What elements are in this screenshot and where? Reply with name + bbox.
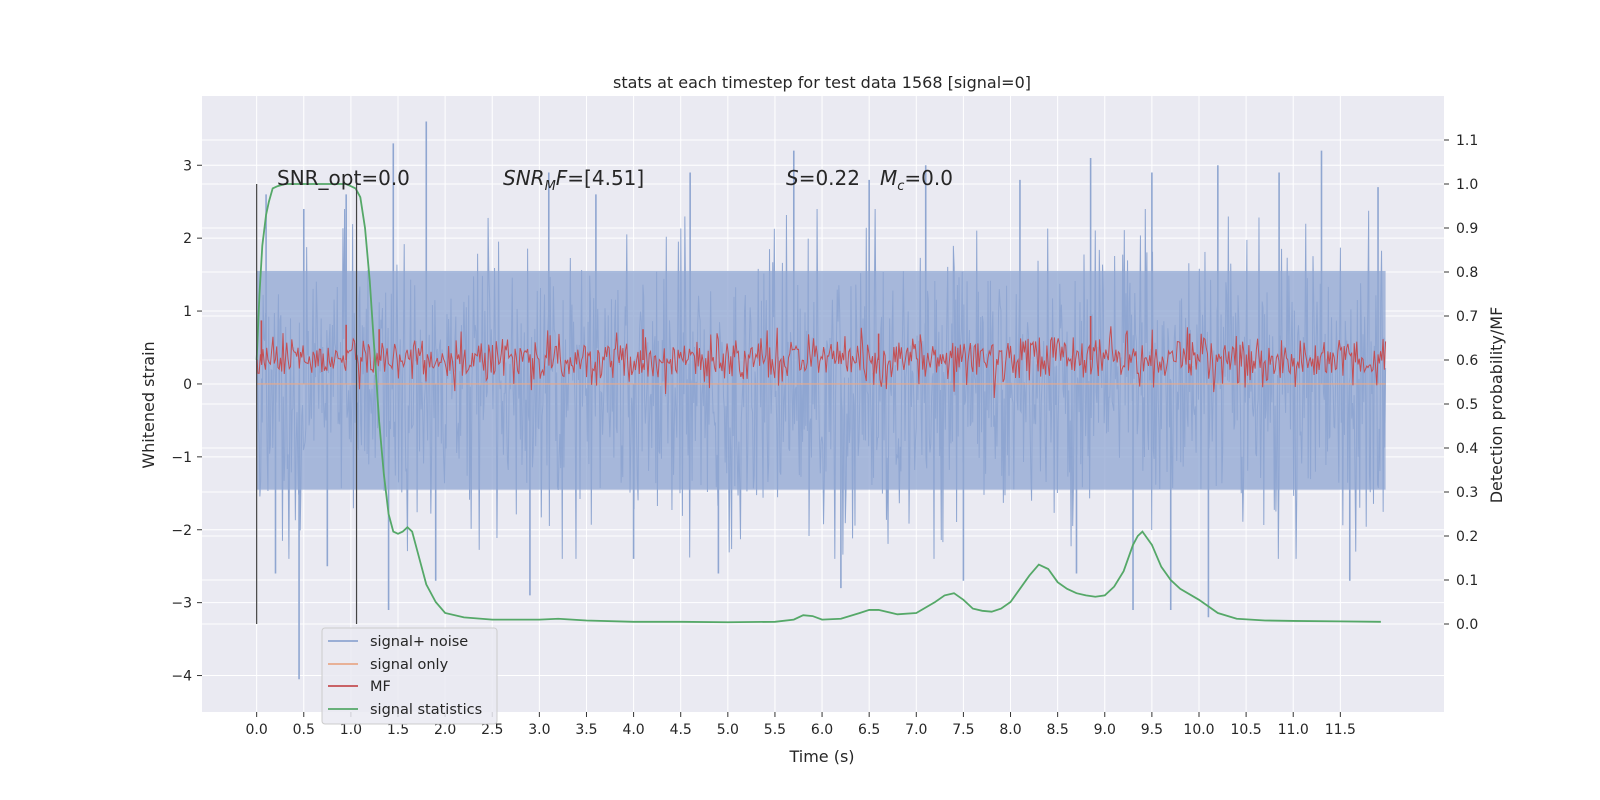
y-right-tick-label: 0.7 xyxy=(1456,309,1478,325)
x-tick-label: 11.0 xyxy=(1278,722,1309,738)
y-right-tick-label: 1.0 xyxy=(1456,177,1478,193)
x-tick-label: 11.5 xyxy=(1325,722,1356,738)
x-tick-label: 5.5 xyxy=(764,722,786,738)
x-tick-label: 2.5 xyxy=(481,722,503,738)
annotation-mc: Mc=0.0 xyxy=(880,166,953,194)
y-axis-left-label: Whitened strain xyxy=(139,341,158,468)
y-right-tick-label: 0.5 xyxy=(1456,397,1478,413)
x-tick-label: 0.5 xyxy=(293,722,315,738)
y-right-tick-label: 0.9 xyxy=(1456,221,1478,237)
x-tick-label: 3.5 xyxy=(575,722,597,738)
legend: signal+ noise signal only MF signal stat… xyxy=(321,627,498,725)
x-tick-label: 3.0 xyxy=(528,722,550,738)
signal-plus-noise-series xyxy=(256,121,1387,680)
snr-mf-subscript: M xyxy=(545,179,556,194)
x-axis-label: Time (s) xyxy=(788,747,854,766)
y-axis-left-ticks: 3 2 1 0 −1 −2 −3 −4 xyxy=(171,158,202,685)
y-right-tick-label: 0.0 xyxy=(1456,617,1478,633)
signal-statistics-line xyxy=(255,183,1381,624)
y-left-tick-label: −1 xyxy=(171,450,192,466)
y-left-tick-label: 2 xyxy=(183,231,192,247)
y-right-tick-label: 0.6 xyxy=(1456,353,1478,369)
x-tick-label: 9.0 xyxy=(1094,722,1116,738)
y-left-tick-label: −4 xyxy=(171,669,192,685)
x-tick-label: 0.0 xyxy=(246,722,268,738)
y-right-tick-label: 0.3 xyxy=(1456,485,1478,501)
y-left-tick-label: −3 xyxy=(171,596,192,612)
annotation-snr-mf: SNRMF=[4.51] xyxy=(503,166,644,194)
y-left-tick-label: 0 xyxy=(183,377,192,393)
y-right-tick-label: 0.2 xyxy=(1456,529,1478,545)
y-right-tick-label: 0.8 xyxy=(1456,265,1478,281)
snr-mf-label: SNR xyxy=(503,166,545,190)
x-tick-label: 4.5 xyxy=(670,722,692,738)
snr-opt-value: 0.0 xyxy=(378,166,410,190)
snr-mf-value: =[4.51] xyxy=(567,166,644,190)
x-tick-label: 1.5 xyxy=(387,722,409,738)
s-stat-value: =0.22 xyxy=(799,166,860,190)
s-stat-label: S xyxy=(786,166,799,190)
mc-value: =0.0 xyxy=(904,166,953,190)
y-left-tick-label: 3 xyxy=(183,158,192,174)
y-axis-right-label: Detection probability/MF xyxy=(1487,307,1506,504)
x-tick-label: 2.0 xyxy=(434,722,456,738)
x-tick-label: 8.0 xyxy=(999,722,1021,738)
x-tick-label: 7.5 xyxy=(952,722,974,738)
x-axis-ticks: 0.0 0.5 1.0 1.5 2.0 2.5 3.0 3.5 4.0 4.5 5.0 5.5 6.0 6… xyxy=(246,712,1356,738)
x-tick-label: 6.0 xyxy=(811,722,833,738)
x-tick-label: 10.5 xyxy=(1231,722,1262,738)
y-right-tick-label: 1.1 xyxy=(1456,133,1478,149)
noise-core-band xyxy=(256,270,1386,490)
mc-subscript: c xyxy=(897,179,904,194)
legend-label-signal-only: signal only xyxy=(370,657,449,673)
x-tick-label: 5.0 xyxy=(717,722,739,738)
snr-opt-prefix: SNR_opt= xyxy=(277,166,378,190)
y-left-tick-label: 1 xyxy=(183,304,192,320)
y-right-tick-label: 0.1 xyxy=(1456,573,1478,589)
x-tick-label: 10.0 xyxy=(1183,722,1214,738)
annotation-s-stat: S=0.22 xyxy=(786,166,860,190)
annotation-snr-opt: SNR_opt=0.0 xyxy=(277,166,410,190)
chart-title: stats at each timestep for test data 156… xyxy=(613,73,1031,92)
x-tick-label: 7.0 xyxy=(905,722,927,738)
mf-trace xyxy=(256,326,1387,398)
x-tick-label: 9.5 xyxy=(1141,722,1163,738)
y-left-tick-label: −2 xyxy=(171,523,192,539)
mc-label: M xyxy=(880,166,897,190)
legend-label-mf: MF xyxy=(370,679,391,695)
y-right-tick-label: 0.4 xyxy=(1456,441,1478,457)
x-tick-label: 6.5 xyxy=(858,722,880,738)
legend-box xyxy=(321,627,498,725)
legend-label-noise: signal+ noise xyxy=(370,634,468,650)
snr-mf-label-after: F xyxy=(556,166,568,190)
vertical-markers xyxy=(256,184,358,624)
signal-statistics-series xyxy=(255,183,1381,624)
x-tick-label: 1.0 xyxy=(340,722,362,738)
mf-series xyxy=(256,316,1387,398)
x-tick-label: 8.5 xyxy=(1047,722,1069,738)
x-tick-label: 4.0 xyxy=(622,722,644,738)
y-axis-right-ticks: 1.1 1.0 0.9 0.8 0.7 0.6 0.5 0.4 0.3 0.2 0.1 0.0 xyxy=(1444,133,1478,633)
legend-label-stat: signal statistics xyxy=(370,702,482,718)
